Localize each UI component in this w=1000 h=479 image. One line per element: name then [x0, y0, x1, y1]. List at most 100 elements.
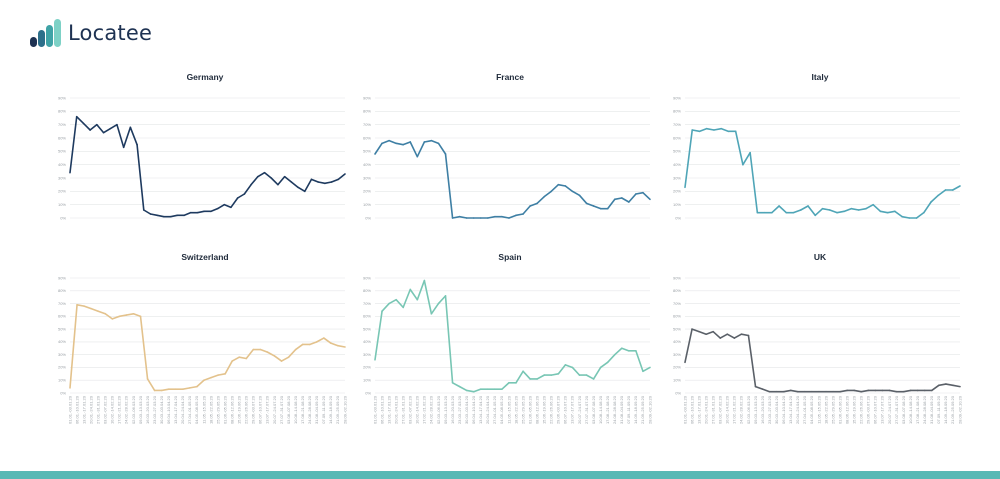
switzerland-y-tick-label: 10%	[58, 378, 66, 383]
uk-y-tick-label: 60%	[673, 314, 681, 319]
switzerland-x-tick-label: 23.03.-27.03.20	[152, 395, 157, 424]
germany-line-segment	[324, 181, 333, 185]
france-line-segment	[571, 190, 581, 197]
italy-line-segment	[742, 151, 751, 166]
switzerland-line-segment	[238, 356, 248, 360]
france-y-tick-label: 10%	[363, 202, 371, 207]
italy-line-segment	[705, 127, 715, 131]
italy-y-tick-label: 70%	[673, 122, 681, 127]
spain-y-tick-label: 20%	[363, 365, 371, 370]
france-line-segment	[606, 198, 616, 210]
uk-x-tick-label: 06.04.-10.04.20	[781, 395, 786, 424]
switzerland-x-tick-label: 31.08.-04.09.20	[314, 395, 319, 424]
switzerland-x-tick-label: 07.09.-11.09.20	[321, 395, 326, 424]
uk-x-tick-label: 06.01.-10.01.20	[689, 395, 694, 424]
france-line-segment	[515, 213, 524, 217]
germany-y-tick-label: 10%	[58, 202, 66, 207]
spain-x-tick-label: 29.06.-03.07.20	[556, 395, 561, 424]
france-y-tick-label: 90%	[363, 95, 371, 100]
france-line-segment	[374, 142, 383, 155]
france-line-segment	[564, 185, 574, 193]
italy-line-segment	[865, 203, 874, 210]
switzerland-line-segment	[76, 304, 85, 307]
spain-x-tick-label: 20.07.-24.07.20	[577, 395, 582, 424]
france-line-segment	[543, 190, 553, 198]
spain-line-segment	[635, 350, 644, 373]
uk-y-tick-label: 30%	[673, 352, 681, 357]
italy-line-segment	[807, 205, 817, 217]
switzerland-x-tick-label: 27.01.-31.01.20	[96, 395, 101, 424]
germany-y-tick-label: 60%	[58, 135, 66, 140]
chart-italy-svg: Italy 0% 10% 20% 30% 40% 50% 60% 70% 80% 90%	[673, 72, 961, 220]
uk-x-tick-label: 20.01.-24.01.20	[703, 395, 708, 424]
spain-x-tick-label: 14.09.-18.09.20	[633, 395, 638, 424]
uk-line-segment	[902, 389, 912, 393]
spain-line-segment	[402, 288, 412, 309]
italy-chart-title: Italy	[811, 72, 828, 82]
switzerland-line-segment	[308, 341, 318, 346]
uk-chart-title: UK	[814, 252, 827, 262]
france-line-segment	[501, 215, 510, 219]
germany-y-tick-label: 30%	[58, 175, 66, 180]
spain-line-segment	[557, 364, 567, 375]
switzerland-x-tick-label: 20.04.-24.04.20	[180, 395, 185, 424]
uk-x-tick-label: 23.03.-27.03.20	[767, 395, 772, 424]
uk-line-segment	[754, 385, 764, 390]
italy-line-segment	[850, 207, 860, 211]
spain-line-segment	[430, 302, 440, 315]
uk-y-tick-label: 10%	[673, 378, 681, 383]
switzerland-x-tick-label: 27.04.-01.05.20	[187, 395, 192, 424]
france-line-segment	[402, 141, 412, 146]
germany-line-segment	[69, 115, 78, 174]
switzerland-line-segment	[69, 304, 78, 389]
italy-line-segment	[828, 209, 838, 214]
italy-y-tick-label: 10%	[673, 202, 681, 207]
chart-france-svg: France 0% 10% 20% 30% 40% 50% 60% 70% 80% 90%	[363, 72, 651, 220]
chart-switzerland: Switzerland 0% 10% 20% 30% 40% 50% 60% 70% 80% 90%…	[50, 248, 350, 448]
germany-line-segment	[230, 197, 239, 209]
uk-x-tick-label: 28.09.-02.10.20	[957, 395, 962, 424]
uk-x-tick-label: 29.06.-03.07.20	[866, 395, 871, 424]
spain-line-segment	[613, 347, 623, 356]
italy-y-tick-label: 60%	[673, 135, 681, 140]
switzerland-y-tick-label: 60%	[58, 314, 66, 319]
spain-x-tick-label: 03.08.-07.08.20	[591, 395, 596, 424]
uk-line-segment	[952, 384, 961, 388]
uk-line-segment	[938, 383, 947, 387]
germany-y-tick-label: 90%	[58, 95, 66, 100]
spain-x-tick-label: 27.04.-01.05.20	[492, 395, 497, 424]
switzerland-x-tick-label: 06.07.-10.07.20	[258, 395, 263, 424]
spain-line-segment	[642, 366, 651, 373]
uk-line-segment	[691, 328, 700, 333]
switzerland-line-segment	[330, 342, 339, 347]
italy-y-tick-label: 0%	[675, 215, 681, 220]
spain-x-tick-label: 04.05.-08.05.20	[499, 395, 504, 424]
france-line-segment	[522, 205, 531, 215]
italy-line-segment	[951, 185, 961, 191]
switzerland-line-segment	[259, 348, 269, 353]
france-line-segment	[458, 215, 468, 219]
spain-x-tick-label: 27.01.-31.01.20	[401, 395, 406, 424]
spain-x-tick-label: 20.04.-24.04.20	[485, 395, 490, 424]
france-y-tick-label: 60%	[363, 135, 371, 140]
spain-x-tick-label: 13.07.-17.07.20	[570, 395, 575, 424]
germany-line-segment	[330, 178, 340, 183]
spain-x-tick-label: 06.01.-10.01.20	[379, 395, 384, 424]
italy-y-tick-label: 30%	[673, 175, 681, 180]
uk-x-tick-label: 03.02.-07.02.20	[718, 395, 723, 424]
italy-line-segment	[843, 207, 853, 213]
spain-line-segment	[437, 295, 447, 305]
spain-x-tick-label: 06.07.-10.07.20	[563, 395, 568, 424]
uk-x-tick-label: 17.08.-21.08.20	[915, 395, 920, 424]
switzerland-x-tick-label: 03.08.-07.08.20	[286, 395, 291, 424]
spain-x-tick-label: 11.05.-15.05.20	[506, 395, 511, 424]
spain-line-segment	[585, 374, 595, 380]
spain-x-tick-label: 15.06.-19.06.20	[542, 395, 547, 424]
uk-x-tick-label: 24.08.-28.08.20	[922, 395, 927, 424]
uk-y-tick-label: 80%	[673, 288, 681, 293]
switzerland-line-segment	[196, 379, 205, 388]
germany-line-segment	[109, 123, 118, 130]
spain-line-segment	[423, 279, 433, 315]
spain-y-tick-label: 30%	[363, 352, 371, 357]
spain-x-tick-label: 06.04.-10.04.20	[471, 395, 476, 424]
